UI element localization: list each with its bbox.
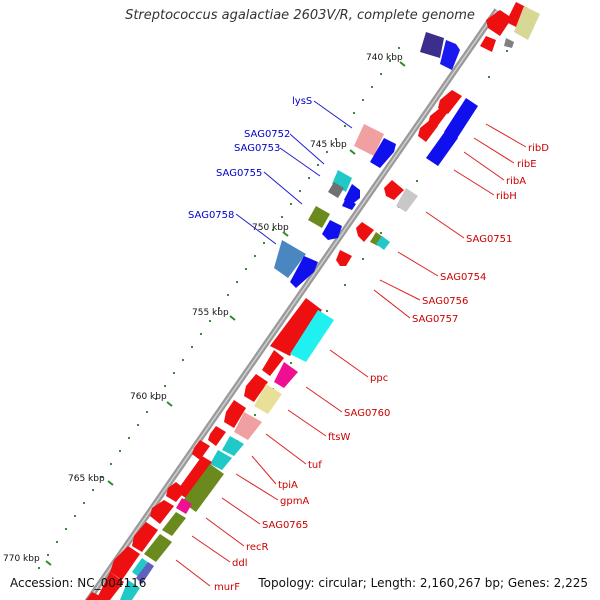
gene-arrow[interactable]: [290, 310, 334, 362]
reverse-labels: ribD ribE ribA ribH SAG0751 SAG0754 SAG0…: [214, 143, 549, 593]
forward-label-lines: [235, 100, 353, 245]
gene-arrow[interactable]: [136, 562, 154, 584]
gene-label-gpmA[interactable]: gpmA: [280, 496, 309, 507]
accession-text: Accession: NC_004116: [10, 576, 147, 590]
tick-label: 760 kbp: [130, 392, 167, 402]
gene-arrow[interactable]: [96, 572, 124, 600]
gene-arrow[interactable]: [150, 500, 174, 524]
gene-label-sag0756[interactable]: SAG0756: [422, 296, 468, 307]
gene-label-tuf[interactable]: tuf: [308, 460, 322, 471]
gene-arrow[interactable]: [480, 36, 496, 52]
reverse-genes: [86, 2, 540, 600]
gene-label-sag0752[interactable]: SAG0752: [244, 129, 290, 140]
gene-label-sag0753[interactable]: SAG0753: [234, 143, 280, 154]
forward-genes: [274, 32, 460, 288]
gene-label-sag0757[interactable]: SAG0757: [412, 314, 458, 325]
reverse-label-lines: [175, 123, 527, 587]
gene-label-sag0758[interactable]: SAG0758: [188, 210, 234, 221]
gene-arrow[interactable]: [208, 426, 226, 446]
tick-label: 750 kbp: [252, 223, 289, 233]
forward-labels: lysS SAG0752 SAG0753 SAG0755 SAG0758: [188, 96, 312, 221]
gene-arrow[interactable]: [514, 6, 540, 40]
gene-arrow[interactable]: [418, 120, 438, 142]
gene-label-sag0755[interactable]: SAG0755: [216, 168, 262, 179]
gene-arrow[interactable]: [506, 2, 528, 28]
gene-arrow[interactable]: [166, 482, 186, 502]
gene-label-sag0760[interactable]: SAG0760: [344, 408, 390, 419]
gene-label-sag0765[interactable]: SAG0765: [262, 520, 308, 531]
gene-arrow[interactable]: [270, 298, 322, 356]
gene-arrow[interactable]: [224, 400, 246, 428]
gene-arrow[interactable]: [274, 362, 298, 388]
gene-arrow[interactable]: [336, 250, 352, 266]
gene-label-ribE[interactable]: ribE: [517, 159, 537, 170]
gene-label-recR[interactable]: recR: [246, 542, 269, 553]
gene-arrow[interactable]: [354, 124, 384, 156]
gene-label-sag0754[interactable]: SAG0754: [440, 272, 486, 283]
gene-arrow[interactable]: [290, 256, 318, 288]
gene-arrow[interactable]: [440, 40, 460, 70]
map-title: Streptococcus agalactiae 2603V/R, comple…: [125, 8, 475, 23]
gene-label-ribD[interactable]: ribD: [528, 143, 549, 154]
gene-arrow[interactable]: [110, 546, 140, 580]
gene-arrow[interactable]: [504, 38, 514, 48]
gene-arrow[interactable]: [144, 534, 172, 562]
gene-arrow[interactable]: [176, 498, 192, 514]
gene-arrow[interactable]: [182, 464, 224, 512]
gene-arrow[interactable]: [254, 384, 282, 414]
gene-arrow[interactable]: [322, 220, 342, 240]
gene-arrow[interactable]: [356, 222, 374, 242]
gene-arrow[interactable]: [274, 240, 306, 278]
gene-label-tpiA[interactable]: tpiA: [278, 480, 298, 491]
gene-arrow[interactable]: [120, 580, 140, 600]
gene-arrow[interactable]: [132, 522, 158, 552]
gene-arrow[interactable]: [262, 350, 284, 376]
gene-arrow[interactable]: [162, 512, 186, 536]
gene-arrow[interactable]: [192, 440, 210, 460]
gene-arrow[interactable]: [438, 90, 462, 114]
gene-label-ppc[interactable]: ppc: [370, 373, 388, 384]
gene-arrow[interactable]: [420, 32, 444, 58]
gene-label-ribA[interactable]: ribA: [506, 176, 526, 187]
gene-arrow[interactable]: [342, 198, 356, 210]
tick-label: 765 kbp: [68, 474, 105, 484]
gene-arrow[interactable]: [370, 138, 396, 168]
tick-label: 740 kbp: [366, 53, 403, 63]
gene-arrow[interactable]: [132, 558, 150, 578]
gene-arrow[interactable]: [426, 130, 458, 166]
gene-arrow[interactable]: [308, 206, 330, 228]
gene-label-ftsW[interactable]: ftsW: [328, 432, 350, 443]
gene-arrow[interactable]: [210, 450, 232, 470]
gene-arrow[interactable]: [486, 10, 512, 36]
gene-arrow[interactable]: [444, 98, 478, 140]
gene-label-murF[interactable]: murF: [214, 582, 240, 593]
genome-stats-text: Topology: circular; Length: 2,160,267 bp…: [258, 576, 588, 590]
gene-arrow[interactable]: [244, 374, 268, 402]
outer-dotted-ruler: [29, 47, 400, 582]
gene-arrow[interactable]: [396, 188, 418, 212]
gene-arrow[interactable]: [376, 236, 390, 250]
tick-label: 770 kbp: [3, 554, 40, 564]
kbp-ticks: [45, 61, 406, 566]
gene-arrow[interactable]: [222, 436, 244, 456]
gene-arrow[interactable]: [176, 456, 212, 498]
tick-label: 755 kbp: [192, 308, 229, 318]
gene-arrow[interactable]: [234, 412, 262, 440]
gene-label-ribH[interactable]: ribH: [496, 191, 517, 202]
gene-arrow[interactable]: [86, 592, 104, 600]
gene-label-lysS[interactable]: lysS: [292, 96, 312, 107]
gene-label-ddl[interactable]: ddl: [232, 558, 247, 569]
gene-label-sag0751[interactable]: SAG0751: [466, 234, 512, 245]
gene-arrow[interactable]: [384, 180, 404, 200]
gene-arrow[interactable]: [328, 182, 344, 198]
tick-label: 745 kbp: [310, 140, 347, 150]
